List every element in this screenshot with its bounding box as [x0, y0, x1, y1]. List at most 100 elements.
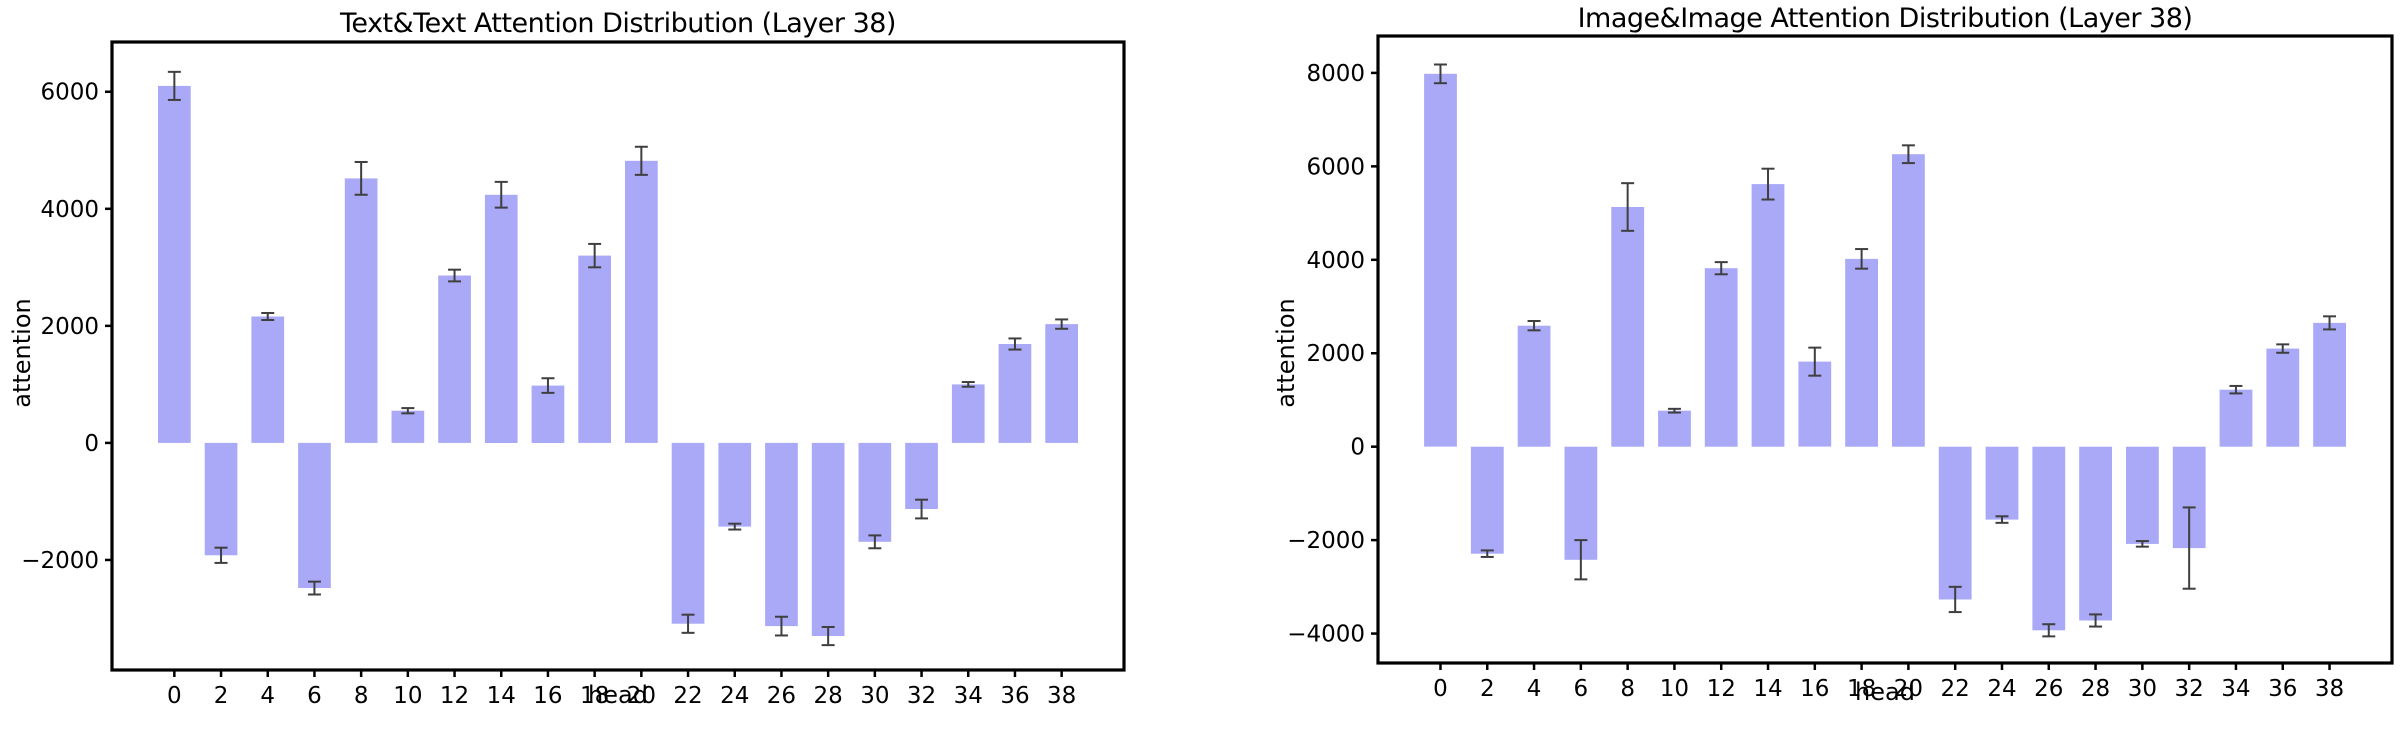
x-tick-label: 4 [1527, 676, 1542, 702]
x-tick-label: 0 [1433, 676, 1448, 702]
y-tick-label: 2000 [40, 314, 99, 340]
axes-frame [110, 40, 1126, 672]
x-tick-label: 16 [1800, 676, 1829, 702]
error-bars-group [167, 70, 1069, 647]
x-tick-label: 10 [1660, 676, 1689, 702]
bar-head-8 [1611, 207, 1645, 447]
bar-head-10 [1658, 410, 1691, 447]
bar-head-12 [438, 275, 471, 443]
chart-title: Text&Text Attention Distribution (Layer … [340, 8, 896, 39]
bar-head-2 [204, 442, 238, 556]
bar-head-26 [765, 442, 798, 627]
x-tick-label: 8 [354, 683, 369, 709]
x-tick-label: 2 [214, 683, 229, 709]
bar-head-20 [1892, 154, 1925, 447]
x-tick-label: 20 [1894, 676, 1923, 702]
y-tick-label: 6000 [40, 80, 99, 106]
bar-head-6 [298, 442, 331, 588]
x-tick-label: 24 [720, 683, 749, 709]
bar-head-22 [671, 442, 705, 624]
axes-frame [1376, 34, 2394, 665]
bar-head-26 [2032, 446, 2066, 631]
bars-group [1424, 73, 2346, 631]
x-axis-label: head [1855, 678, 1915, 706]
x-tick-label: 12 [1707, 676, 1736, 702]
bar-head-14 [484, 194, 518, 443]
x-tick-label: 18 [1847, 676, 1876, 702]
x-tick-label: 4 [260, 683, 275, 709]
x-tick-label: 6 [1574, 676, 1589, 702]
bar-head-22 [1938, 446, 1972, 600]
chart-title: Image&Image Attention Distribution (Laye… [1577, 3, 2193, 34]
x-tick-label: 36 [1000, 683, 1029, 709]
bar-head-18 [1845, 258, 1878, 447]
x-tick-label: 38 [2315, 676, 2344, 702]
y-tick-label: −2000 [21, 548, 99, 574]
bar-head-24 [1985, 446, 2019, 520]
bar-head-36 [2266, 348, 2300, 447]
bar-head-2 [1470, 446, 1504, 554]
bars-group [158, 85, 1078, 636]
x-tick-label: 8 [1620, 676, 1635, 702]
bar-head-28 [2079, 446, 2112, 621]
x-tick-label: 16 [533, 683, 562, 709]
x-tick-label: 24 [1987, 676, 2016, 702]
bar-head-20 [625, 160, 658, 443]
y-tick-label: −2000 [1287, 528, 1365, 554]
bar-head-0 [158, 85, 191, 443]
text-text-chart-panel: Text&Text Attention Distribution (Layer … [8, 8, 1126, 709]
bar-head-14 [1751, 184, 1785, 447]
x-tick-label: 22 [1941, 676, 1970, 702]
y-tick-label: 0 [84, 431, 99, 457]
bar-head-34 [951, 384, 985, 443]
bar-head-38 [2313, 322, 2346, 447]
y-tick-label: 4000 [1306, 248, 1365, 274]
x-tick-label: 36 [2268, 676, 2297, 702]
x-tick-label: 2 [1480, 676, 1495, 702]
x-tick-label: 38 [1047, 683, 1076, 709]
bar-head-36 [998, 344, 1032, 443]
x-tick-label: 26 [2034, 676, 2063, 702]
y-tick-label: 0 [1350, 435, 1365, 461]
bar-head-0 [1424, 73, 1457, 447]
x-tick-label: 30 [2128, 676, 2157, 702]
x-tick-label: 32 [907, 683, 936, 709]
x-tick-label: 6 [307, 683, 322, 709]
x-tick-label: 20 [627, 683, 656, 709]
y-tick-label: 6000 [1306, 154, 1365, 180]
bar-head-30 [858, 442, 892, 542]
bar-head-32 [905, 442, 938, 509]
bar-head-34 [2219, 389, 2253, 447]
bar-head-24 [718, 442, 752, 527]
x-tick-label: 28 [814, 683, 843, 709]
x-tick-label: 12 [440, 683, 469, 709]
x-tick-label: 28 [2081, 676, 2110, 702]
bar-head-30 [2126, 446, 2159, 544]
error-bars-group [1433, 63, 2337, 638]
x-tick-label: 34 [954, 683, 983, 709]
x-tick-label: 14 [487, 683, 516, 709]
bar-head-8 [344, 178, 378, 443]
x-tick-label: 32 [2175, 676, 2204, 702]
y-tick-label: 2000 [1306, 341, 1365, 367]
x-tick-label: 0 [167, 683, 182, 709]
x-tick-label: 14 [1753, 676, 1782, 702]
bar-head-16 [531, 385, 565, 443]
x-tick-label: 22 [673, 683, 702, 709]
y-tick-label: 8000 [1306, 61, 1365, 87]
bar-head-38 [1045, 324, 1078, 443]
bar-head-28 [811, 442, 845, 636]
bar-head-12 [1704, 268, 1738, 447]
image-image-chart-panel: Image&Image Attention Distribution (Laye… [1201, 0, 2402, 734]
x-tick-label: 30 [860, 683, 889, 709]
y-tick-label: 4000 [40, 197, 99, 223]
x-axis-label: head [588, 681, 648, 709]
bar-head-18 [578, 255, 611, 443]
x-tick-label: 18 [580, 683, 609, 709]
x-tick-label: 26 [767, 683, 796, 709]
